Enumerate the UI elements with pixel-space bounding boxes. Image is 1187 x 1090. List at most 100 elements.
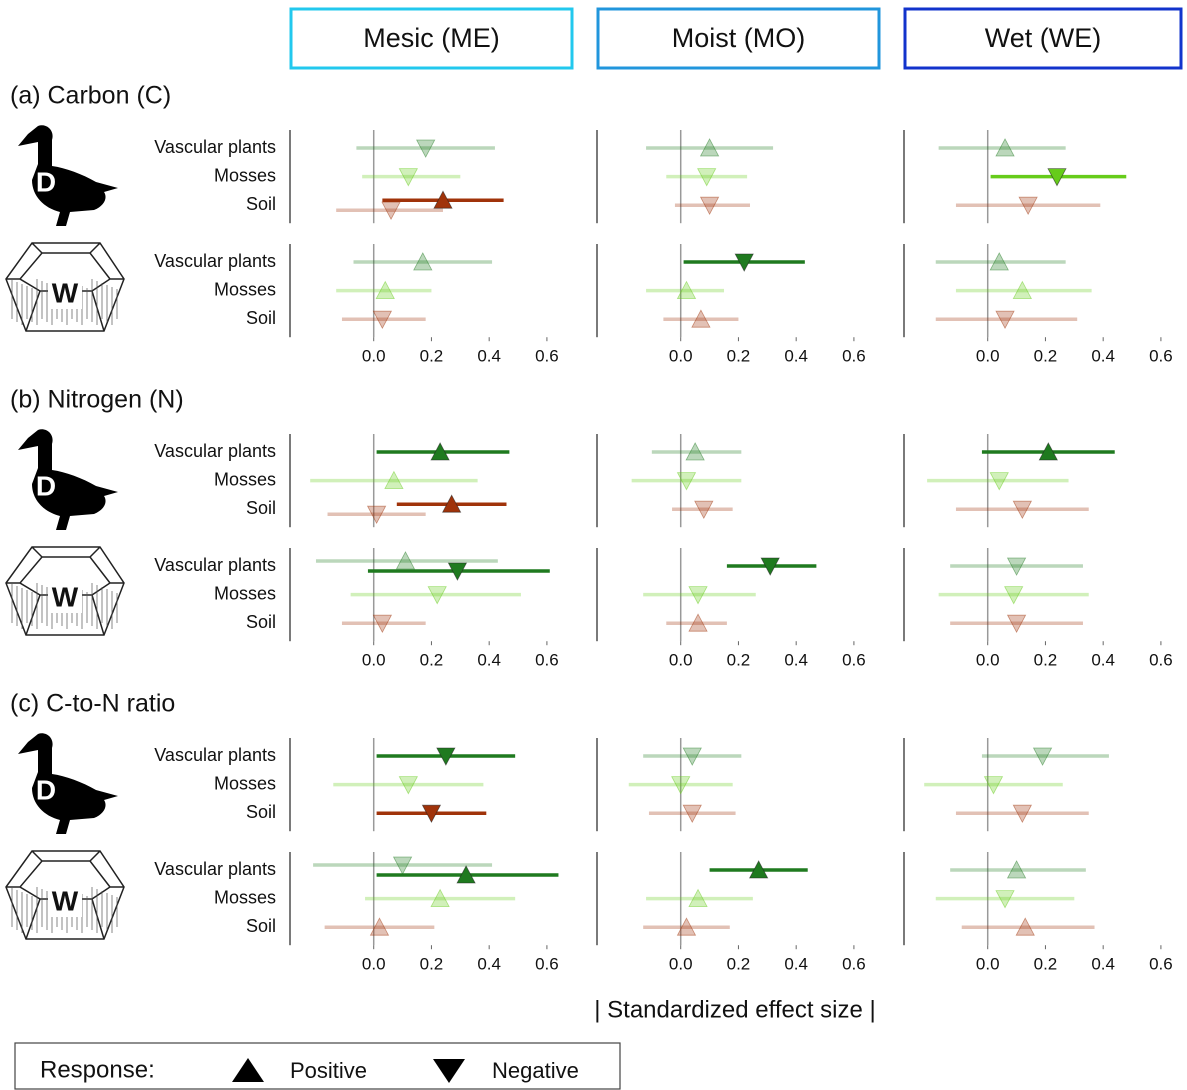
effect-marker [395,551,416,570]
goose-silhouette [18,125,118,226]
row-label: Soil [246,802,276,822]
effect-marker [694,500,714,520]
x-tick-label: 0.6 [1149,650,1173,669]
row-label: Vascular plants [154,745,276,765]
effect-marker [995,310,1015,330]
x-tick-label: 0.0 [976,954,1000,973]
x-tick-label: 0.6 [842,650,866,669]
effect-marker [1047,168,1067,187]
x-tick-label: 0.2 [420,954,444,973]
goose-icon: D [18,429,118,530]
x-tick-label: 0.0 [669,346,693,365]
x-tick-label: 0.4 [784,650,808,669]
legend-positive-symbol [232,1058,264,1082]
cage-icon: W [5,850,125,940]
effect-marker [671,776,691,795]
effect-marker [398,168,419,187]
x-tick-label: 0.4 [477,954,501,973]
legend-negative: Negative [492,1058,579,1083]
effect-marker [392,856,413,875]
row-label: Vascular plants [154,251,276,271]
cage-icon: W [5,546,125,636]
treatment-letter: W [52,581,79,612]
row-label: Mosses [214,165,276,185]
x-tick-label: 0.2 [1034,954,1058,973]
section-title: (a) Carbon (C) [10,82,171,110]
effect-marker [1012,804,1033,824]
effect-marker [989,472,1009,491]
effect-marker [1004,586,1024,605]
x-tick-label: 0.2 [1034,346,1058,365]
row-label: Vascular plants [154,859,276,879]
goose-icon: D [18,733,118,834]
x-tick-label: 0.4 [784,346,808,365]
effect-marker [989,252,1009,271]
effect-marker [1032,747,1053,766]
effect-marker [416,139,436,158]
effect-marker [436,747,456,766]
effect-marker [447,562,468,581]
effect-marker [433,190,453,209]
x-tick-label: 0.2 [727,650,751,669]
effect-marker [421,804,442,824]
effect-marker [456,865,476,884]
x-tick-label: 0.6 [535,346,559,365]
x-tick-label: 0.0 [362,954,386,973]
letter-bg [48,583,82,613]
effect-marker [1015,917,1035,936]
effect-marker [430,888,450,907]
effect-marker [697,168,717,187]
effect-marker [995,890,1015,909]
effect-marker [1006,860,1027,879]
row-label: Mosses [214,887,276,907]
x-tick-label: 0.2 [420,346,444,365]
legend-title: Response: [40,1056,155,1083]
effect-marker [685,442,705,461]
effect-marker [1006,614,1027,634]
effect-marker [372,614,393,634]
column-header-box [596,7,881,70]
effect-marker [430,442,450,461]
effect-marker [1012,280,1033,299]
column-header: Wet (WE) [985,23,1102,53]
x-tick-label: 0.6 [842,954,866,973]
effect-marker [366,505,387,525]
x-tick-label: 0.6 [535,650,559,669]
x-tick-label: 0.2 [420,650,444,669]
row-label: Soil [246,916,276,936]
row-label: Soil [246,498,276,518]
effect-marker [372,310,393,330]
x-tick-label: 0.0 [362,346,386,365]
letter-bg [48,887,82,917]
row-label: Vascular plants [154,137,276,157]
column-header: Mesic (ME) [363,23,500,53]
section-title: (b) Nitrogen (N) [10,386,184,414]
goose-silhouette [18,733,118,834]
effect-marker [676,472,697,491]
effect-marker [691,309,711,328]
x-tick-label: 0.0 [976,346,1000,365]
x-tick-label: 0.6 [1149,954,1173,973]
effect-marker [995,138,1015,157]
x-tick-label: 0.0 [669,954,693,973]
effect-marker [760,557,780,576]
effect-marker [369,917,390,936]
effect-marker [413,252,433,271]
x-tick-label: 0.4 [1091,954,1115,973]
effect-marker [384,470,404,489]
effect-marker [682,804,702,824]
effect-marker [381,201,401,221]
effect-marker [734,253,754,272]
legend-box [14,1042,621,1090]
effect-marker [398,776,419,795]
x-tick-label: 0.2 [727,346,751,365]
row-label: Mosses [214,773,276,793]
column-header: Moist (MO) [672,23,805,53]
effect-marker [699,196,720,216]
row-label: Vascular plants [154,441,276,461]
goose-icon: D [18,125,118,226]
effect-marker [1038,442,1058,461]
section-title: (c) C-to-N ratio [10,690,175,718]
